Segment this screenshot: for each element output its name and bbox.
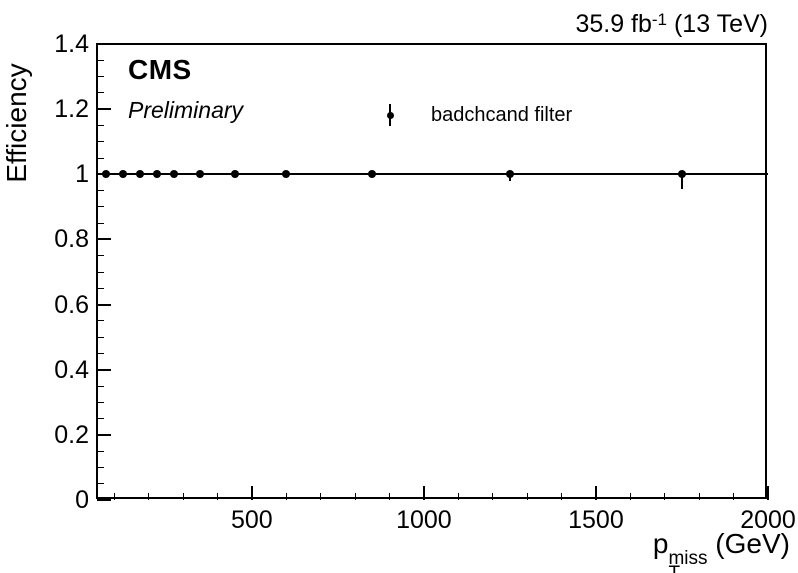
x-minor-tick [698,493,700,500]
x-title-sup: miss [668,548,708,569]
x-minor-tick [388,493,390,500]
legend: badchcand filter [383,102,572,128]
y-minor-tick [97,206,104,208]
x-minor-tick [354,493,356,500]
error-bar [680,174,683,189]
x-title-rest: (GeV) [707,528,790,559]
x-minor-tick [664,493,666,500]
x-axis-title: pmissT (GeV) [653,528,790,573]
y-minor-tick [97,483,104,485]
data-point [196,170,205,179]
x-title-supsub: missT [668,548,708,573]
lumi-energy: (13 TeV) [667,10,768,38]
y-tick-label: 0.4 [54,355,89,384]
y-tick-label: 0.2 [54,420,89,449]
data-point [282,170,291,179]
y-tick-label: 1.2 [54,95,89,124]
cms-label: CMS [128,54,192,85]
x-title-base: p [652,528,669,559]
x-major-tick [250,486,253,500]
x-minor-tick [320,493,322,500]
x-tick-label: 500 [230,506,273,534]
y-minor-tick [97,466,104,468]
y-minor-tick [97,385,104,387]
y-minor-tick [97,92,104,94]
x-tick-label: 1500 [568,506,624,534]
x-minor-tick [492,493,494,500]
y-tick-label: 0.6 [54,290,89,319]
x-minor-tick [629,493,631,500]
lumi-exponent: -1 [651,10,668,29]
y-minor-tick [97,76,104,78]
y-minor-tick [97,222,104,224]
data-point [118,170,127,179]
y-major-tick [97,303,111,306]
y-minor-tick [97,418,104,420]
data-point [153,170,162,179]
x-minor-tick [561,493,563,500]
x-major-tick [594,486,597,500]
x-tick-label: 2000 [740,506,796,534]
y-minor-tick [97,287,104,289]
y-axis-title: Efficiency [1,63,32,183]
x-minor-tick [457,493,459,500]
y-minor-tick [97,401,104,403]
lumi-value: 35.9 fb [575,10,652,38]
y-minor-tick [97,271,104,273]
x-minor-tick [113,493,115,500]
reference-line [97,173,768,176]
y-tick-label: 0.8 [54,225,89,254]
y-major-tick [97,238,111,241]
x-minor-tick [216,493,218,500]
legend-entry-label: badchcand filter [431,104,573,126]
x-major-tick [767,486,769,500]
x-major-tick [422,486,425,500]
y-major-tick [97,433,111,436]
y-minor-tick [97,190,104,192]
y-major-tick [97,108,111,111]
y-tick-label: 1.4 [54,30,89,58]
legend-point-icon [386,111,394,119]
y-tick-label: 0 [75,486,89,514]
y-major-tick [97,499,111,501]
y-tick-label: 1 [75,160,89,189]
data-point [368,170,377,179]
x-minor-tick [733,493,735,500]
x-minor-tick [148,493,150,500]
x-minor-tick [182,493,184,500]
x-title-sub: T [668,564,680,573]
data-point [101,170,110,179]
plot-frame [96,43,767,499]
x-tick-label: 1000 [396,506,452,534]
y-minor-tick [97,450,104,452]
y-major-tick [97,368,111,371]
legend-marker-icon [383,102,397,128]
luminosity-label: 35.9 fb-1 (13 TeV) [575,10,768,39]
data-point [677,170,686,179]
y-minor-tick [97,352,104,354]
y-minor-tick [97,59,104,61]
x-minor-tick [285,493,287,500]
preliminary-label: Preliminary [128,97,244,123]
data-point [230,170,239,179]
y-minor-tick [97,141,104,143]
y-minor-tick [97,336,104,338]
y-minor-tick [97,255,104,257]
data-point [505,170,514,179]
y-minor-tick [97,124,104,126]
data-point [136,170,144,179]
y-minor-tick [97,320,104,322]
y-minor-tick [97,157,104,159]
y-major-tick [97,43,111,45]
x-minor-tick [526,493,528,500]
data-point [170,170,179,179]
